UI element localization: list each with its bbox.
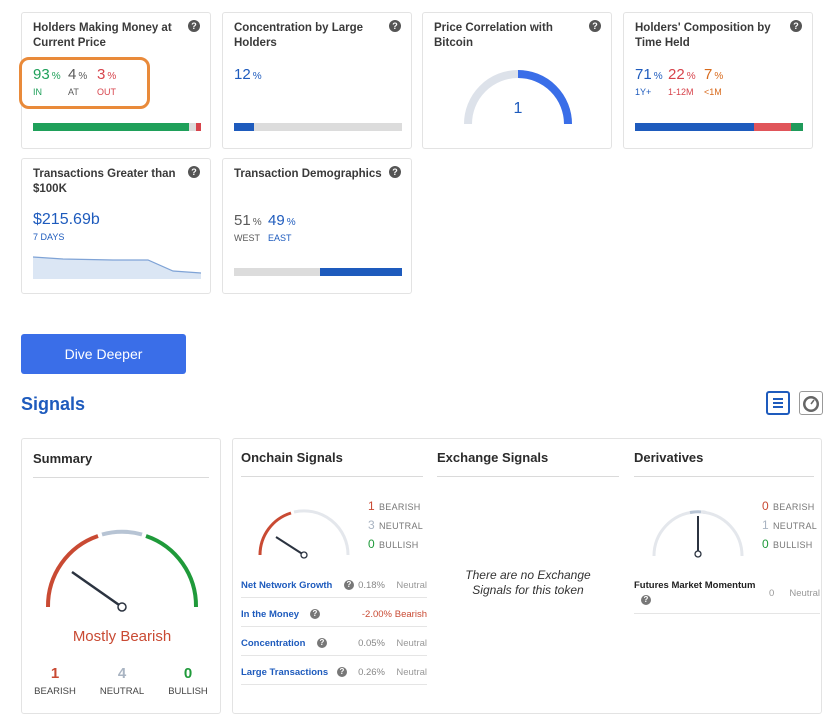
derivatives-bearish: 0 BEARISH	[762, 499, 815, 513]
card-demographics: Transaction Demographics ? 51% WEST 49% …	[222, 158, 412, 294]
transactions-period: 7 DAYS	[33, 232, 65, 242]
stat-concentration: 12%	[234, 66, 262, 83]
derivatives-gauge	[652, 510, 744, 558]
list-view-button[interactable]	[766, 391, 790, 415]
derivatives-bullish: 0 BULLISH	[762, 537, 813, 551]
stat-in: 93% IN	[33, 66, 61, 97]
help-icon[interactable]: ?	[188, 166, 200, 178]
card-title: Concentration by Large Holders	[234, 22, 364, 49]
signals-title: Signals	[21, 394, 86, 414]
derivatives-title: Derivatives	[634, 450, 704, 465]
card-concentration: Concentration by Large Holders ? 12%	[222, 12, 412, 149]
onchain-bearish: 1 BEARISH	[368, 499, 421, 513]
card-composition: Holders' Composition by Time Held ? 71% …	[623, 12, 813, 149]
help-icon[interactable]: ?	[188, 20, 200, 32]
help-icon[interactable]: ?	[389, 20, 401, 32]
stat-east: 49% EAST	[268, 212, 296, 243]
transactions-sparkline	[33, 256, 202, 279]
dive-deeper-button[interactable]: Dive Deeper	[21, 334, 186, 374]
summary-gauge	[45, 529, 199, 612]
summary-bullish: 0 BULLISH	[168, 665, 208, 697]
card-title: Transaction Demographics	[234, 168, 382, 180]
gauge-icon	[803, 396, 819, 412]
stat-west: 51% WEST	[234, 212, 262, 243]
summary-title: Summary	[33, 451, 93, 466]
onchain-gauge	[258, 509, 350, 559]
highlight-ring	[19, 57, 150, 109]
card-title: Price Correlation with Bitcoin	[434, 22, 553, 49]
onchain-bullish: 0 BULLISH	[368, 537, 419, 551]
transactions-value: $215.69b	[33, 211, 100, 228]
signals-detail-panel	[232, 438, 822, 714]
stat-out: 3% OUT	[97, 66, 117, 97]
money-bar	[33, 123, 201, 131]
summary-bearish: 1 BEARISH	[34, 665, 76, 697]
card-title: Transactions Greater than $100K	[33, 168, 176, 195]
summary-verdict: Mostly Bearish	[72, 628, 172, 645]
exchange-empty-message: There are no Exchange Signals for this t…	[465, 568, 591, 597]
card-title: Holders Making Money at Current Price	[33, 22, 172, 49]
list-icon	[773, 398, 783, 408]
summary-panel: Summary Mostly Bearish 1 BEARISH 4 NEUTR…	[21, 438, 221, 714]
stat-1m: 7% <1M	[704, 66, 724, 97]
card-correlation: Price Correlation with Bitcoin ? 1	[422, 12, 612, 149]
card-transactions: Transactions Greater than $100K ? $215.6…	[21, 158, 211, 294]
card-holders-money: Holders Making Money at Current Price ? …	[21, 12, 211, 149]
signal-row-in-the-money[interactable]: In the Money? -2.00% Bearish	[241, 603, 427, 627]
stat-at: 4% AT	[68, 66, 88, 97]
help-icon[interactable]: ?	[389, 166, 401, 178]
correlation-gauge	[464, 70, 572, 125]
stat-1y: 71% 1Y+	[635, 66, 663, 97]
gauge-view-button[interactable]	[799, 391, 823, 415]
onchain-neutral: 3 NEUTRAL	[368, 518, 424, 532]
derivatives-neutral: 1 NEUTRAL	[762, 518, 818, 532]
stat-1-12m: 22% 1-12M	[668, 66, 696, 97]
help-icon[interactable]: ?	[589, 20, 601, 32]
onchain-title: Onchain Signals	[241, 450, 343, 465]
composition-bar	[635, 123, 803, 131]
card-title: Holders' Composition by Time Held	[635, 22, 771, 49]
correlation-value: 1	[513, 100, 523, 117]
exchange-title: Exchange Signals	[437, 450, 549, 465]
signal-row-large-transactions[interactable]: Large Transactions? 0.26% Neutral	[241, 661, 427, 685]
demographics-bar	[234, 268, 402, 276]
signal-row-concentration[interactable]: Concentration? 0.05% Neutral	[241, 632, 427, 656]
signal-row-net-network-growth[interactable]: Net Network Growth? 0.18% Neutral	[241, 574, 427, 598]
summary-neutral: 4 NEUTRAL	[99, 665, 145, 697]
concentration-bar	[234, 123, 402, 131]
help-icon[interactable]: ?	[790, 20, 802, 32]
signal-row-futures-momentum[interactable]: Futures Market Momentum ? 0 Neutral	[634, 578, 820, 614]
